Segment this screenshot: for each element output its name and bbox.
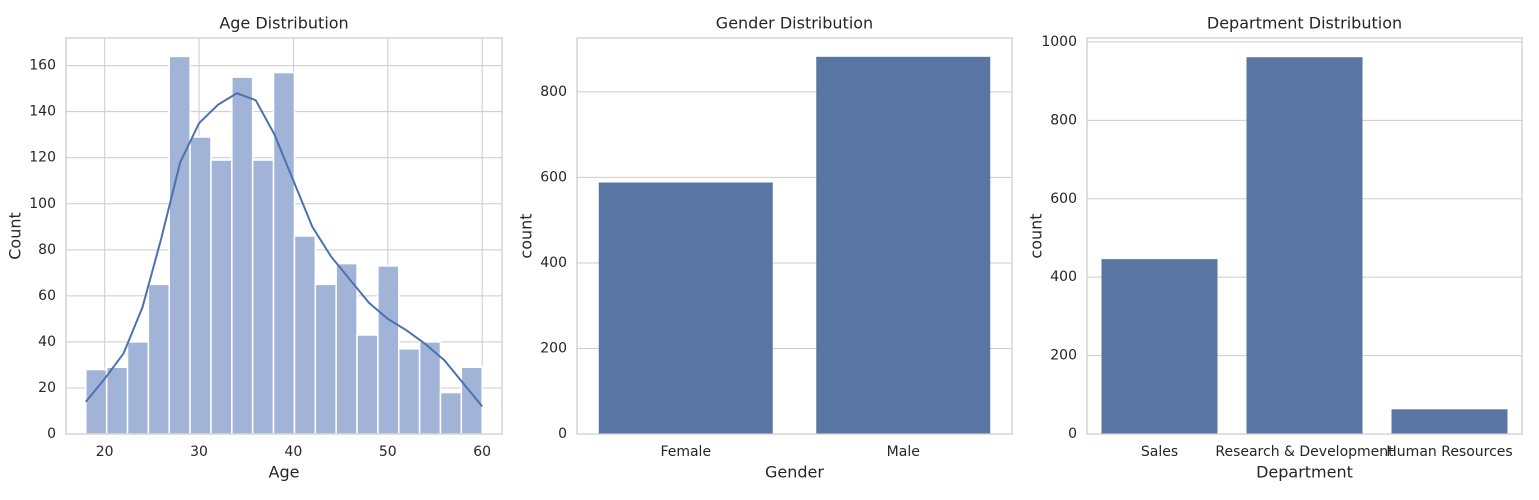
- y-tick-label: 400: [540, 255, 567, 271]
- histogram-bar: [377, 265, 400, 435]
- histogram-bar: [335, 262, 358, 435]
- axes-frame: [1086, 37, 1523, 435]
- y-tick-label: 0: [558, 426, 567, 442]
- histogram-bar: [398, 348, 421, 435]
- histogram-bar: [293, 235, 317, 435]
- x-tick-label: 60: [473, 444, 491, 460]
- y-tick-label: 80: [38, 242, 56, 258]
- histogram-bar: [418, 341, 442, 435]
- y-tick-label: 20: [38, 380, 56, 396]
- y-tick-label: 120: [29, 150, 56, 166]
- bar: [816, 56, 991, 435]
- y-tick-label: 160: [29, 58, 56, 74]
- y-tick-label: 40: [38, 334, 56, 350]
- histogram-bar: [168, 55, 191, 435]
- histogram-bar: [439, 391, 463, 435]
- chart-title: Department Distribution: [1207, 14, 1402, 33]
- y-axis-label: Count: [6, 212, 25, 260]
- histogram-bar: [314, 283, 337, 435]
- y-tick-label: 600: [1050, 191, 1077, 207]
- bar: [1101, 259, 1218, 434]
- y-tick-label: 800: [1050, 112, 1077, 128]
- histogram-bar: [105, 366, 129, 435]
- y-tick-label: 0: [1068, 426, 1077, 442]
- x-axis-label: Department: [1256, 463, 1353, 482]
- x-tick-label: Sales: [1141, 444, 1178, 460]
- histogram-bar: [126, 341, 150, 435]
- x-tick-label: 20: [96, 444, 114, 460]
- chart-title: Gender Distribution: [716, 14, 873, 33]
- kde-line: [85, 92, 483, 408]
- y-axis-label: count: [517, 213, 536, 258]
- axes-frame: [576, 37, 1013, 435]
- histogram-bar: [231, 76, 254, 435]
- y-tick-label: 1000: [1041, 34, 1077, 50]
- x-tick-label: 30: [190, 444, 208, 460]
- histogram-bar: [272, 71, 296, 435]
- bar: [1246, 57, 1363, 434]
- bar: [1391, 409, 1508, 434]
- y-tick-label: 200: [1050, 348, 1077, 364]
- x-tick-label: 40: [285, 444, 303, 460]
- bar: [598, 182, 773, 434]
- y-axis-label: count: [1027, 213, 1046, 258]
- y-tick-label: 600: [540, 169, 567, 185]
- y-tick-label: 400: [1050, 269, 1077, 285]
- y-tick-label: 800: [540, 84, 567, 100]
- histogram-bar: [251, 159, 275, 435]
- y-tick-label: 200: [540, 340, 567, 356]
- x-axis-label: Age: [269, 463, 300, 482]
- x-axis-label: Gender: [765, 463, 824, 482]
- histogram-bar: [210, 159, 233, 435]
- chart-title: Age Distribution: [219, 14, 348, 33]
- y-tick-label: 140: [29, 104, 56, 120]
- histogram-bar: [147, 283, 170, 435]
- x-tick-label: Human Resources: [1386, 444, 1512, 460]
- histogram-bar: [460, 366, 483, 435]
- y-tick-label: 100: [29, 196, 56, 212]
- x-tick-label: Female: [660, 444, 711, 460]
- y-tick-label: 60: [38, 288, 56, 304]
- y-tick-label: 0: [47, 426, 56, 442]
- x-tick-label: 50: [379, 444, 397, 460]
- x-tick-label: Research & Development: [1215, 444, 1394, 460]
- histogram-bar: [189, 136, 212, 435]
- histogram-bar: [356, 334, 379, 435]
- axes-frame: [65, 37, 503, 435]
- x-tick-label: Male: [887, 444, 920, 460]
